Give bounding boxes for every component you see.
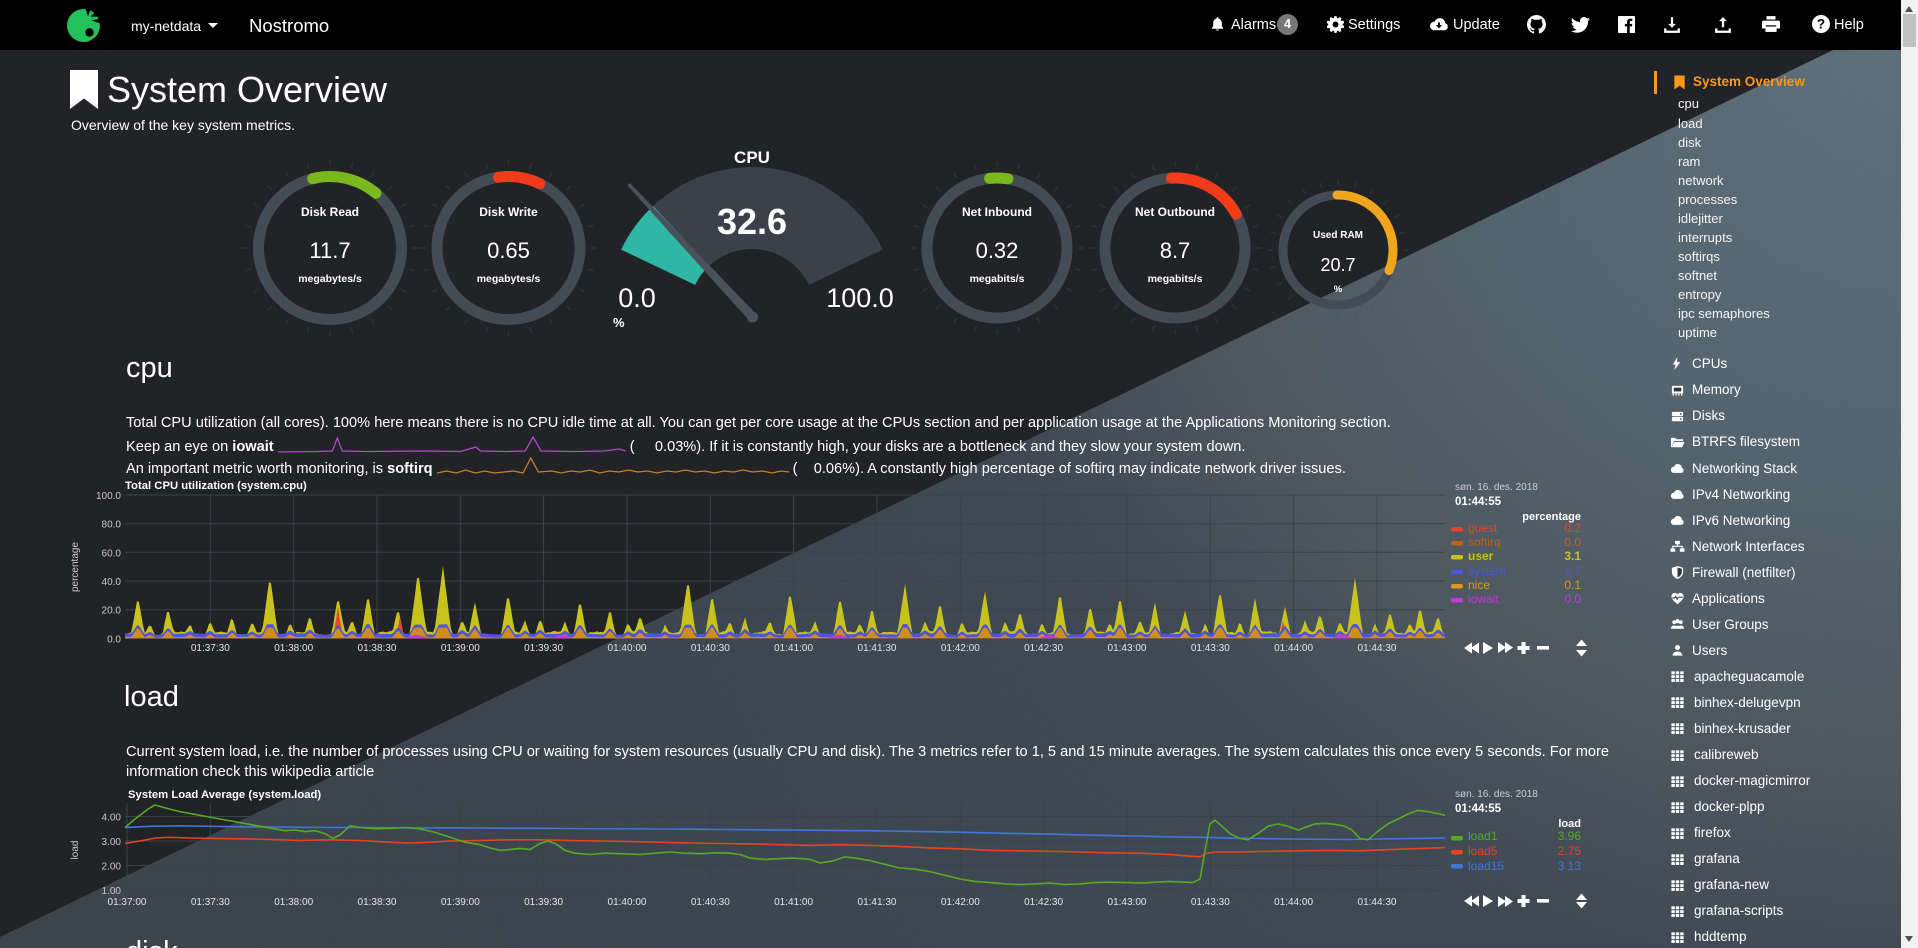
svg-text:0.0: 0.0	[1564, 592, 1581, 606]
svg-text:01:43:00: 01:43:00	[1108, 897, 1147, 908]
svg-text:01:38:30: 01:38:30	[358, 643, 397, 654]
svg-text:1.7: 1.7	[1564, 564, 1581, 578]
svg-text:100.0: 100.0	[96, 491, 121, 502]
svg-text:01:41:30: 01:41:30	[858, 643, 897, 654]
svg-text:søn. 16. des. 2018: søn. 16. des. 2018	[1455, 789, 1538, 800]
svg-text:1.00: 1.00	[102, 886, 122, 897]
svg-text:2.00: 2.00	[102, 862, 122, 873]
svg-text:system: system	[1468, 564, 1506, 578]
svg-text:0.0: 0.0	[107, 634, 121, 645]
svg-text:80.0: 80.0	[102, 520, 122, 531]
svg-text:01:37:30: 01:37:30	[191, 643, 230, 654]
svg-text:load: load	[1558, 818, 1581, 830]
svg-text:01:44:30: 01:44:30	[1358, 897, 1397, 908]
svg-text:01:44:55: 01:44:55	[1455, 803, 1502, 815]
svg-text:01:39:30: 01:39:30	[524, 897, 563, 908]
svg-text:01:43:30: 01:43:30	[1191, 643, 1230, 654]
svg-text:40.0: 40.0	[102, 577, 122, 588]
svg-text:Total CPU utilization (system.: Total CPU utilization (system.cpu)	[125, 480, 307, 492]
svg-text:01:44:00: 01:44:00	[1274, 897, 1313, 908]
svg-text:01:40:00: 01:40:00	[608, 643, 647, 654]
svg-text:load1: load1	[1468, 829, 1498, 843]
svg-text:percentage: percentage	[70, 542, 81, 592]
svg-text:01:41:00: 01:41:00	[774, 643, 813, 654]
svg-text:01:39:00: 01:39:00	[441, 897, 480, 908]
svg-text:nice: nice	[1468, 578, 1490, 592]
svg-text:0.1: 0.1	[1564, 578, 1581, 592]
svg-text:System Load Average (system.lo: System Load Average (system.load)	[128, 789, 321, 801]
svg-text:20.0: 20.0	[102, 606, 122, 617]
svg-text:01:42:00: 01:42:00	[941, 897, 980, 908]
svg-text:01:38:00: 01:38:00	[274, 897, 313, 908]
svg-text:iowait: iowait	[1468, 592, 1499, 606]
svg-text:01:44:30: 01:44:30	[1358, 643, 1397, 654]
svg-text:guest: guest	[1468, 521, 1498, 535]
svg-text:3.96: 3.96	[1558, 829, 1582, 843]
svg-text:01:41:30: 01:41:30	[858, 897, 897, 908]
svg-text:load: load	[70, 841, 81, 860]
svg-text:01:42:30: 01:42:30	[1024, 897, 1063, 908]
svg-text:01:38:30: 01:38:30	[358, 897, 397, 908]
svg-text:percentage: percentage	[1522, 511, 1581, 523]
svg-text:01:40:00: 01:40:00	[608, 897, 647, 908]
svg-text:01:41:00: 01:41:00	[774, 897, 813, 908]
svg-text:01:37:30: 01:37:30	[191, 897, 230, 908]
svg-text:01:44:55: 01:44:55	[1455, 496, 1502, 508]
svg-text:01:37:00: 01:37:00	[108, 897, 147, 908]
svg-text:4.00: 4.00	[102, 813, 122, 824]
svg-text:01:40:30: 01:40:30	[691, 897, 730, 908]
svg-text:3.13: 3.13	[1558, 859, 1582, 873]
svg-text:3.1: 3.1	[1564, 549, 1581, 563]
svg-text:søn. 16. des. 2018: søn. 16. des. 2018	[1455, 482, 1538, 493]
svg-text:load5: load5	[1468, 844, 1498, 858]
svg-text:user: user	[1468, 549, 1494, 563]
svg-text:01:39:30: 01:39:30	[524, 643, 563, 654]
svg-text:60.0: 60.0	[102, 548, 122, 559]
svg-text:3.00: 3.00	[102, 837, 122, 848]
svg-text:01:42:30: 01:42:30	[1024, 643, 1063, 654]
svg-text:01:38:00: 01:38:00	[274, 643, 313, 654]
svg-text:?: ?	[1817, 17, 1825, 32]
svg-text:01:39:00: 01:39:00	[441, 643, 480, 654]
svg-text:01:44:00: 01:44:00	[1274, 643, 1313, 654]
svg-text:softirq: softirq	[1468, 535, 1501, 549]
svg-text:0.0: 0.0	[1564, 535, 1581, 549]
svg-text:01:40:30: 01:40:30	[691, 643, 730, 654]
svg-text:01:42:00: 01:42:00	[941, 643, 980, 654]
svg-text:2.75: 2.75	[1558, 844, 1582, 858]
svg-text:01:43:00: 01:43:00	[1108, 643, 1147, 654]
svg-text:0.2: 0.2	[1564, 521, 1581, 535]
svg-text:01:43:30: 01:43:30	[1191, 897, 1230, 908]
svg-text:load15: load15	[1468, 859, 1504, 873]
